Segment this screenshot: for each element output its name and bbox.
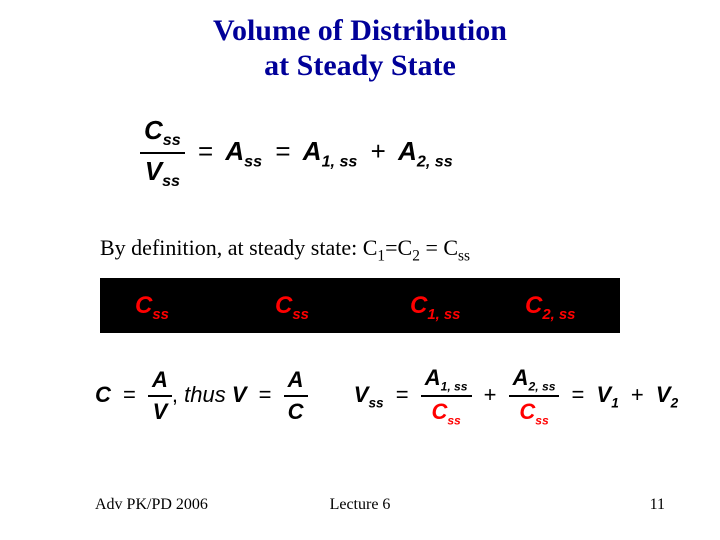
eq3-A2ss: A	[513, 365, 529, 390]
eq1-rhs2b-sub: 2, ss	[417, 152, 453, 170]
definition-text: By definition, at steady state: C1=C2 = …	[100, 235, 470, 265]
eq3-A1ss-sub: 1, ss	[441, 379, 468, 393]
bb1-base: C	[275, 292, 292, 319]
eq3-C: C	[95, 382, 111, 407]
eq3-frac2: A C	[284, 367, 308, 425]
def-eq2: =	[420, 235, 443, 260]
def-prefix: By definition, at steady state:	[100, 235, 363, 260]
bb3-sub: 2, ss	[542, 307, 575, 323]
bb0-base: C	[135, 292, 152, 319]
title-line1: Volume of Distribution	[213, 14, 507, 47]
eq3-Css1-sub: ss	[447, 414, 460, 428]
eq3-A1ss: A	[425, 365, 441, 390]
eq3-V2f: V	[656, 382, 671, 407]
eq3-eq2: =	[253, 382, 278, 407]
black-box: Css Css C1, ss C2, ss	[100, 278, 620, 333]
def-eq1: =	[385, 235, 397, 260]
eq3-thus: thus	[178, 382, 232, 407]
bb-item-1: Css	[275, 292, 309, 323]
bb-item-2: C1, ss	[410, 292, 460, 323]
eq1-rhs1: A	[225, 136, 244, 166]
eq3-V1-sub: 1	[611, 396, 619, 411]
eq1-plus: +	[365, 136, 392, 166]
bb-item-0: Css	[135, 292, 169, 323]
eq3-plus1: +	[478, 382, 503, 407]
eq3-plus2: +	[625, 382, 650, 407]
eq3-V1: V	[597, 382, 612, 407]
equation-3: C = A V , thus V = A C Vss = A1, ss Css …	[95, 365, 678, 428]
eq3-eq1: =	[117, 382, 142, 407]
eq1-rhs2b: A	[398, 136, 417, 166]
eq3-Css1: C	[431, 399, 447, 424]
def-css-sub: ss	[458, 247, 470, 264]
bb3-base: C	[525, 292, 542, 319]
eq3-A2: A	[284, 367, 308, 395]
eq3-Vss: V	[354, 382, 369, 407]
footer-center: Lecture 6	[0, 496, 720, 514]
eq1-rhs1-sub: ss	[244, 152, 262, 170]
def-sub1: 1	[377, 247, 385, 264]
eq3-V: V	[148, 395, 172, 425]
eq1-rhs2a: A	[303, 136, 322, 166]
eq1-den-base: V	[145, 156, 162, 186]
bb2-sub: 1, ss	[427, 307, 460, 323]
eq3-eq3: =	[390, 382, 415, 407]
eq1-num-sub: ss	[163, 131, 181, 149]
bb0-sub: ss	[152, 307, 169, 323]
eq1-fraction: Css Vss	[140, 115, 185, 191]
def-css: C	[443, 235, 458, 260]
eq1-equals-1: =	[192, 136, 219, 166]
footer-right: 11	[650, 496, 665, 514]
eq3-frac3: A1, ss Css	[421, 365, 472, 428]
eq3-V2f-sub: 2	[671, 396, 679, 411]
eq3-frac1: A V	[148, 367, 172, 425]
eq1-den-sub: ss	[162, 172, 180, 190]
eq3-V2: V	[232, 382, 247, 407]
def-c2: C	[398, 235, 413, 260]
bb2-base: C	[410, 292, 427, 319]
eq3-C2: C	[284, 395, 308, 425]
eq1-rhs2a-sub: 1, ss	[322, 152, 358, 170]
title-line2: at Steady State	[264, 49, 456, 82]
eq3-A2ss-sub: 2, ss	[529, 379, 556, 393]
bb1-sub: ss	[292, 307, 309, 323]
eq3-frac4: A2, ss Css	[509, 365, 560, 428]
eq3-Css2: C	[519, 399, 535, 424]
black-box-row: Css Css C1, ss C2, ss	[100, 278, 620, 333]
equation-1: Css Vss = Ass = A1, ss + A2, ss	[140, 115, 453, 191]
def-sub2: 2	[412, 247, 420, 264]
eq3-A: A	[148, 367, 172, 395]
slide-title: Volume of Distribution at Steady State	[0, 0, 720, 83]
eq3-eqf: =	[566, 382, 591, 407]
eq3-Vss-sub: ss	[368, 396, 383, 411]
eq3-Css2-sub: ss	[535, 414, 548, 428]
eq1-equals-2: =	[269, 136, 296, 166]
bb-item-3: C2, ss	[525, 292, 575, 323]
def-c1: C	[363, 235, 378, 260]
eq1-num-base: C	[144, 115, 163, 145]
